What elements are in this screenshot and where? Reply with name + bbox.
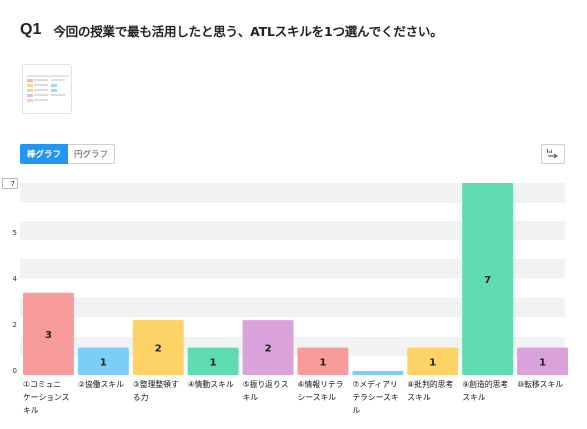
x-category-label: ⑦メディアリ — [352, 379, 397, 389]
x-category-label: る力 — [133, 392, 149, 402]
bar-value-label: 1 — [539, 357, 546, 368]
x-category-label: キル — [23, 406, 39, 415]
x-category-label: シースキル — [298, 393, 337, 402]
bar-value-label: 2 — [265, 344, 272, 355]
bar — [407, 347, 459, 375]
question-header: Q1 今回の授業で最も活用したと思う、ATLスキルを1つ選んでください。 — [20, 18, 443, 42]
bar — [187, 347, 239, 375]
question-text: 今回の授業で最も活用したと思う、ATLスキルを1つ選んでください。 — [53, 23, 443, 39]
bar — [132, 320, 184, 375]
y-tick-label: 4 — [13, 275, 18, 283]
bar-chart-tab[interactable]: 棒グラフ — [20, 144, 69, 164]
x-category-label: ケーションス — [23, 393, 69, 402]
x-category-label: ④情動スキル — [188, 379, 234, 389]
chart-type-toggle: 棒グラフ 円グラフ — [20, 144, 116, 164]
x-category-label: ⑤振り返りス — [243, 379, 289, 389]
export-button[interactable] — [541, 144, 565, 164]
x-category-label: ①コミュニ — [23, 380, 61, 389]
x-category-label: ル — [352, 406, 360, 415]
grid-band — [20, 259, 565, 278]
x-category-label: ⑩転移スキル — [517, 379, 563, 389]
x-category-label: ③整理整頓す — [133, 379, 179, 389]
bar-chart-svg: 02453①コミュニケーションスキル1②協働スキル2③整理整頓する力1④情動スキ… — [13, 183, 568, 415]
bar — [297, 347, 349, 375]
bar-value-label: 1 — [429, 357, 436, 368]
question-number: Q1 — [20, 21, 42, 38]
bar-value-label: 1 — [319, 357, 326, 368]
x-category-label: ⑨創造的思考 — [462, 379, 508, 389]
x-category-label: ⑧批判的思考 — [407, 379, 453, 389]
x-category-label: スキル — [407, 393, 431, 402]
grid-band — [20, 221, 565, 240]
x-category-label: スキル — [462, 393, 486, 402]
y-tick-label: 0 — [13, 367, 17, 375]
bar-value-label: 2 — [155, 344, 162, 355]
y-tick-label: 2 — [13, 321, 17, 329]
x-category-label: キル — [243, 393, 259, 402]
question-image-thumbnail[interactable] — [22, 64, 72, 114]
bar-value-label: 3 — [45, 330, 52, 341]
pie-chart-tab[interactable]: 円グラフ — [68, 144, 116, 164]
grid-band — [20, 298, 565, 317]
bar-chart: 0 2 4 5 3 ①コミュニ ケーションス キル 1 ②協働スキル 2 ③整理整頓す る力 1 ④情動スキ… — [0, 170, 587, 429]
bar-value-label: 1 — [210, 357, 217, 368]
bar — [242, 320, 294, 375]
y-tick-label: 5 — [13, 229, 17, 237]
bar-value-label: 7 — [484, 275, 491, 286]
x-category-label: ②協働スキル — [78, 379, 124, 389]
x-category-label: テラシースキ — [352, 393, 398, 402]
bar — [77, 347, 129, 375]
bar — [517, 347, 568, 375]
y-axis-max-input[interactable]: 7 — [2, 178, 18, 189]
export-icon — [547, 149, 559, 159]
x-category-label: ⑥情報リテラ — [298, 379, 344, 389]
bar — [23, 292, 74, 375]
bar-value-label: 1 — [100, 357, 107, 368]
bar — [462, 183, 514, 375]
thumbnail-image — [27, 75, 69, 102]
bar — [352, 371, 404, 375]
grid-band — [20, 183, 565, 203]
